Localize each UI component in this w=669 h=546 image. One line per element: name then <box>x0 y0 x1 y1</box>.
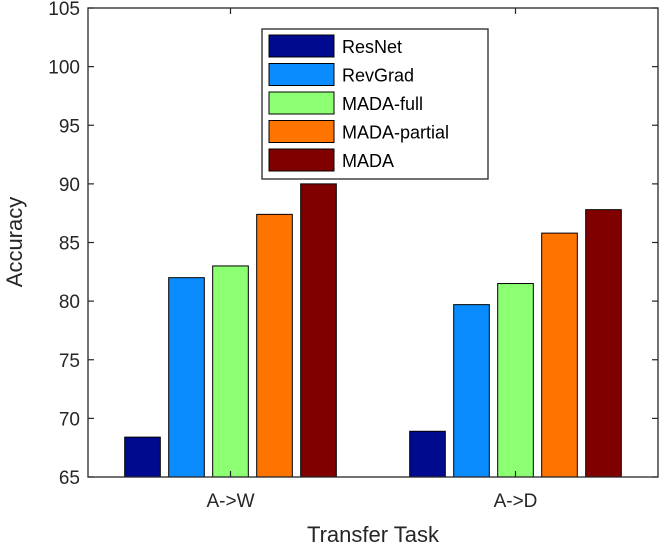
bar-mada-full-0 <box>212 265 249 478</box>
y-tick-label: 95 <box>59 116 80 137</box>
x-axis-title: Transfer Task <box>307 522 440 546</box>
bar-mada-partial-1 <box>541 232 578 478</box>
y-tick-label: 90 <box>59 175 80 196</box>
bar-revgrad-1 <box>453 304 490 478</box>
x-tick-label: A->D <box>494 491 538 512</box>
bar-mada-0 <box>300 183 337 478</box>
x-tick-label: A->W <box>206 491 254 512</box>
plot-frame <box>87 7 659 478</box>
y-tick-label: 100 <box>48 58 80 79</box>
legend-label: RevGrad <box>342 66 414 86</box>
legend: ResNet RevGrad MADA-full MADA-partial MADA <box>261 28 489 180</box>
y-tick-label: 70 <box>59 409 80 430</box>
bars-group <box>124 183 622 478</box>
y-axis-title: Accuracy <box>2 197 27 287</box>
y-tick-label: 75 <box>59 351 80 372</box>
bar-revgrad-0 <box>168 277 205 478</box>
legend-label: MADA-partial <box>342 123 449 143</box>
x-axis-ticks: A->W A->D <box>206 8 537 512</box>
legend-label: MADA-full <box>342 94 423 114</box>
bar-resnet-0 <box>124 436 161 478</box>
bar-mada-1 <box>585 209 622 478</box>
legend-swatch <box>268 91 335 115</box>
y-tick-label: 85 <box>59 234 80 255</box>
legend-label: ResNet <box>342 37 402 57</box>
bar-mada-full-1 <box>497 283 534 478</box>
y-tick-label: 105 <box>48 0 80 20</box>
y-tick-label: 65 <box>59 468 80 489</box>
y-tick-label: 80 <box>59 292 80 313</box>
legend-swatch <box>268 63 335 86</box>
bar-resnet-1 <box>409 430 446 478</box>
legend-swatch <box>268 34 335 58</box>
legend-label: MADA <box>342 151 394 171</box>
legend-swatch <box>268 120 335 143</box>
legend-swatch <box>268 148 335 172</box>
y-axis-ticks: 65 70 75 80 85 90 95 100 105 <box>48 0 658 489</box>
bar-mada-partial-0 <box>256 213 293 478</box>
